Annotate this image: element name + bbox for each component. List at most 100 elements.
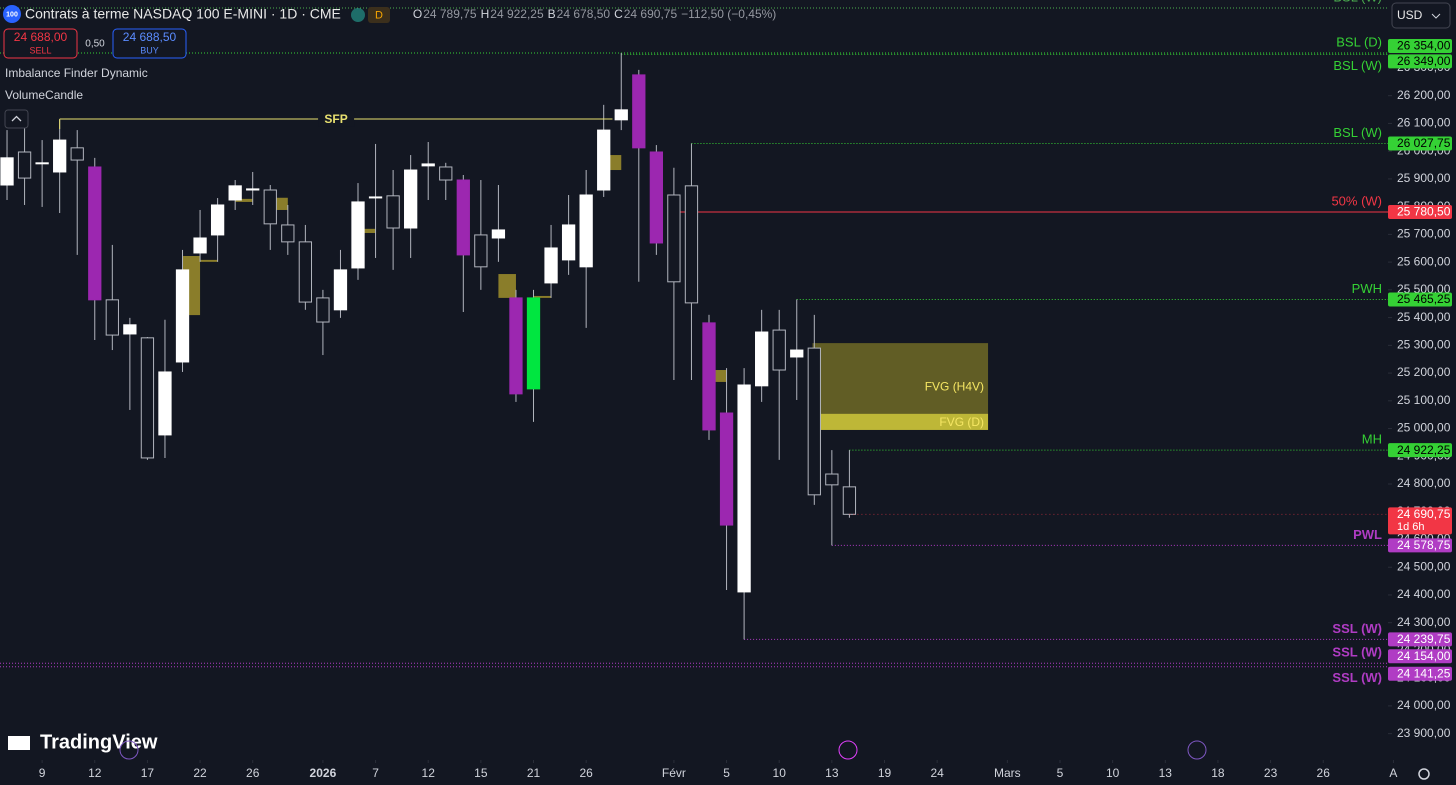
ohlc-label: C <box>614 7 623 21</box>
candle-body <box>737 384 751 593</box>
symbol-title[interactable]: Contrats à terme NASDAQ 100 E-MINI · 1D … <box>25 6 341 22</box>
x-tick-label: 5 <box>723 766 730 780</box>
candle-body <box>0 157 14 186</box>
candle-body <box>70 147 84 161</box>
x-tick-label: 12 <box>88 766 102 780</box>
sell-button[interactable] <box>3 28 78 59</box>
candle-body <box>316 297 330 323</box>
candle-body <box>614 109 628 121</box>
interval-badge <box>368 7 390 23</box>
price-tag <box>1388 136 1452 151</box>
price-tag-label: 25 465,25 <box>1397 292 1451 306</box>
y-tick-label: 24 400,00 <box>1397 587 1451 601</box>
candle-body <box>456 179 470 256</box>
candle-body <box>790 349 804 358</box>
candle-body <box>263 189 277 225</box>
buy-label: BUY <box>140 45 159 55</box>
y-tick-label: 25 000,00 <box>1397 421 1451 435</box>
event-icon[interactable] <box>1187 740 1207 760</box>
candle-body <box>281 224 295 243</box>
level-label: MH <box>1362 432 1382 447</box>
x-tick-label: 26 <box>1317 766 1331 780</box>
candle-body <box>298 241 313 303</box>
x-tick-label: 10 <box>1106 766 1120 780</box>
sfp-label-bg <box>318 110 355 127</box>
indicator-name[interactable]: VolumeCandle <box>5 88 83 102</box>
candle-body <box>474 234 488 268</box>
candle-body <box>807 347 821 496</box>
y-tick-label: 25 600,00 <box>1397 254 1451 268</box>
ohlc-value: 24 922,25 <box>490 7 544 21</box>
candle-body <box>404 169 418 229</box>
y-tick-label: 23 900,00 <box>1397 726 1451 740</box>
currency-button[interactable] <box>1391 2 1451 29</box>
level-label: PWL <box>1353 527 1382 542</box>
spread: 0,50 <box>85 39 105 50</box>
candle-body <box>579 194 593 268</box>
price-tag <box>1388 649 1452 664</box>
price-tag-label: 26 354,00 <box>1397 39 1451 53</box>
event-icon[interactable] <box>119 740 139 760</box>
price-tag-label: 26 027,75 <box>1397 136 1451 150</box>
price-tag <box>1388 54 1452 69</box>
indicator-name[interactable]: Imbalance Finder Dynamic <box>5 66 148 80</box>
x-tick-label: 10 <box>773 766 787 780</box>
candle-body <box>421 163 435 167</box>
imbalance <box>709 370 727 382</box>
sell-price: 24 688,00 <box>14 30 68 44</box>
candle-body <box>491 229 506 239</box>
candle-body <box>825 473 839 486</box>
symbol-badge[interactable] <box>3 5 21 23</box>
countdown: 1d 6h <box>1397 521 1425 533</box>
market-status <box>351 8 365 22</box>
candle-body <box>719 412 734 526</box>
price-tag <box>1388 38 1452 53</box>
candle-body <box>842 486 857 515</box>
price-tag <box>1388 666 1452 681</box>
candle-body <box>772 329 786 371</box>
y-tick-label: 24 800,00 <box>1397 476 1451 490</box>
level-label: BSL (D) <box>1336 34 1382 49</box>
x-tick-label: 15 <box>474 766 488 780</box>
candle-body <box>684 185 699 304</box>
x-tick-label: 23 <box>1264 766 1278 780</box>
collapse-icon <box>11 115 22 122</box>
brand-logo <box>8 736 30 750</box>
imbalance <box>235 198 253 202</box>
x-tick-label: 24 <box>930 766 944 780</box>
x-tick-label: 5 <box>1057 766 1064 780</box>
price-tag <box>1388 205 1452 220</box>
ohlc-value: 24 690,75 <box>624 7 678 21</box>
x-tick-label: Févr <box>662 766 686 780</box>
candle-body <box>561 224 576 261</box>
imbalance <box>498 274 516 298</box>
x-tick-label: 22 <box>193 766 207 780</box>
imbalance <box>358 228 376 233</box>
candle-body <box>368 196 383 199</box>
candle-body <box>544 247 558 284</box>
candle-body <box>210 204 225 236</box>
event-icon[interactable] <box>838 740 858 760</box>
collapse-button[interactable] <box>4 109 29 129</box>
candle-body <box>439 166 453 181</box>
y-tick-label: 25 300,00 <box>1397 338 1451 352</box>
buy-button[interactable] <box>112 28 187 59</box>
candle-body <box>140 337 155 459</box>
y-tick-label: 24 300,00 <box>1397 615 1451 629</box>
candle-body <box>53 139 67 173</box>
imbalance <box>200 259 218 262</box>
ohlc: O 24 789,75 H 24 922,25 B 24 678,50 C 24 690,75… <box>413 7 776 21</box>
currency-caret <box>1431 13 1441 19</box>
candle-body <box>193 237 207 254</box>
settings-icon[interactable] <box>1418 768 1430 780</box>
x-tick-label: 17 <box>141 766 155 780</box>
fvg-zone <box>812 413 989 430</box>
level-label: BSL (W) <box>1333 0 1382 4</box>
price-tag-label: 24 141,25 <box>1397 666 1451 680</box>
x-tick-label: 26 <box>246 766 260 780</box>
candle-body <box>158 371 172 436</box>
y-tick-label: 24 500,00 <box>1397 559 1451 573</box>
badge-text: 100 <box>6 11 18 18</box>
x-tick-label: 13 <box>1159 766 1173 780</box>
